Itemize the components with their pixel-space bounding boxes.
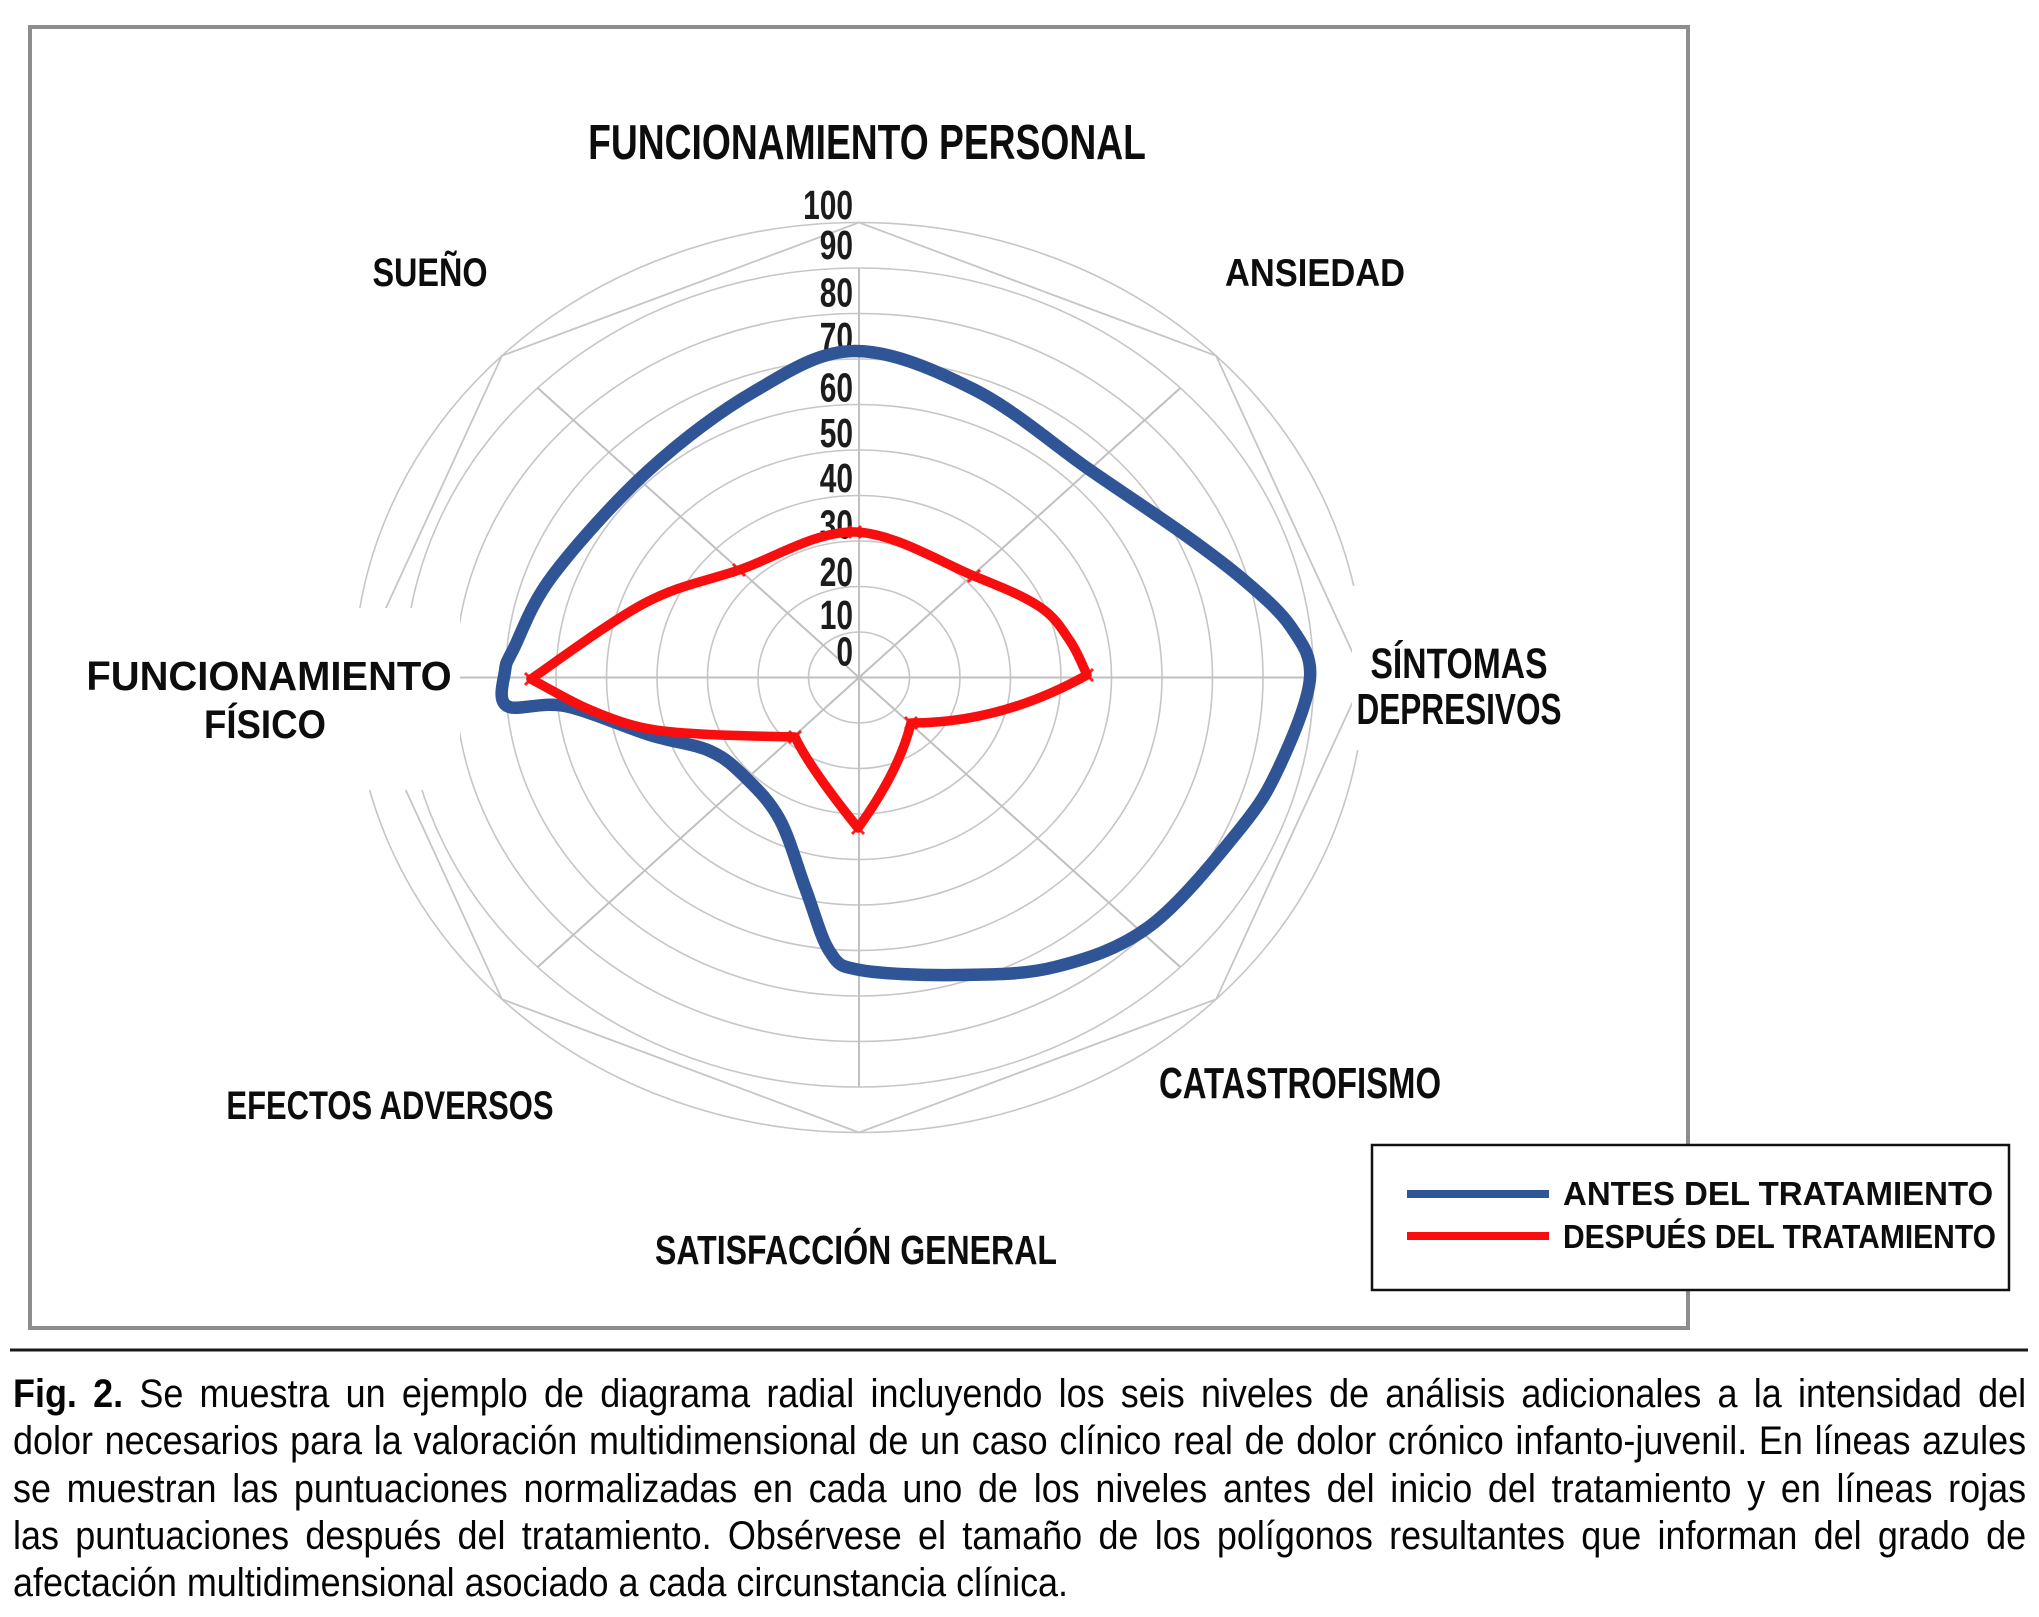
svg-text:10: 10 xyxy=(820,592,853,638)
svg-text:DESPUÉS DEL TRATAMIENTO: DESPUÉS DEL TRATAMIENTO xyxy=(1563,1218,1996,1256)
svg-text:20: 20 xyxy=(820,549,853,595)
svg-text:SATISFACCIÓN GENERAL: SATISFACCIÓN GENERAL xyxy=(655,1226,1057,1273)
svg-text:ANTES DEL TRATAMIENTO: ANTES DEL TRATAMIENTO xyxy=(1563,1175,1993,1212)
svg-text:EFECTOS ADVERSOS: EFECTOS ADVERSOS xyxy=(226,1083,553,1128)
svg-text:SÍNTOMAS: SÍNTOMAS xyxy=(1370,639,1547,688)
svg-text:60: 60 xyxy=(820,365,853,411)
svg-text:100: 100 xyxy=(803,182,853,228)
svg-text:FUNCIONAMIENTO: FUNCIONAMIENTO xyxy=(86,653,451,700)
svg-text:30: 30 xyxy=(820,502,853,548)
svg-text:50: 50 xyxy=(820,410,853,456)
svg-text:DEPRESIVOS: DEPRESIVOS xyxy=(1356,685,1561,734)
svg-text:SUEÑO: SUEÑO xyxy=(372,249,487,295)
svg-text:CATASTROFISMO: CATASTROFISMO xyxy=(1159,1059,1441,1108)
svg-text:80: 80 xyxy=(820,270,853,316)
svg-text:0: 0 xyxy=(836,629,853,675)
svg-text:FÍSICO: FÍSICO xyxy=(204,701,326,747)
svg-text:FUNCIONAMIENTO PERSONAL: FUNCIONAMIENTO PERSONAL xyxy=(588,116,1146,170)
svg-text:ANSIEDAD: ANSIEDAD xyxy=(1225,251,1405,294)
svg-text:90: 90 xyxy=(820,222,853,268)
svg-text:40: 40 xyxy=(820,455,853,501)
